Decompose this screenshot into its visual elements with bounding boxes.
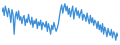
marks [2, 4, 118, 40]
chart [0, 0, 120, 45]
plot-area [2, 4, 118, 40]
line [2, 4, 118, 40]
